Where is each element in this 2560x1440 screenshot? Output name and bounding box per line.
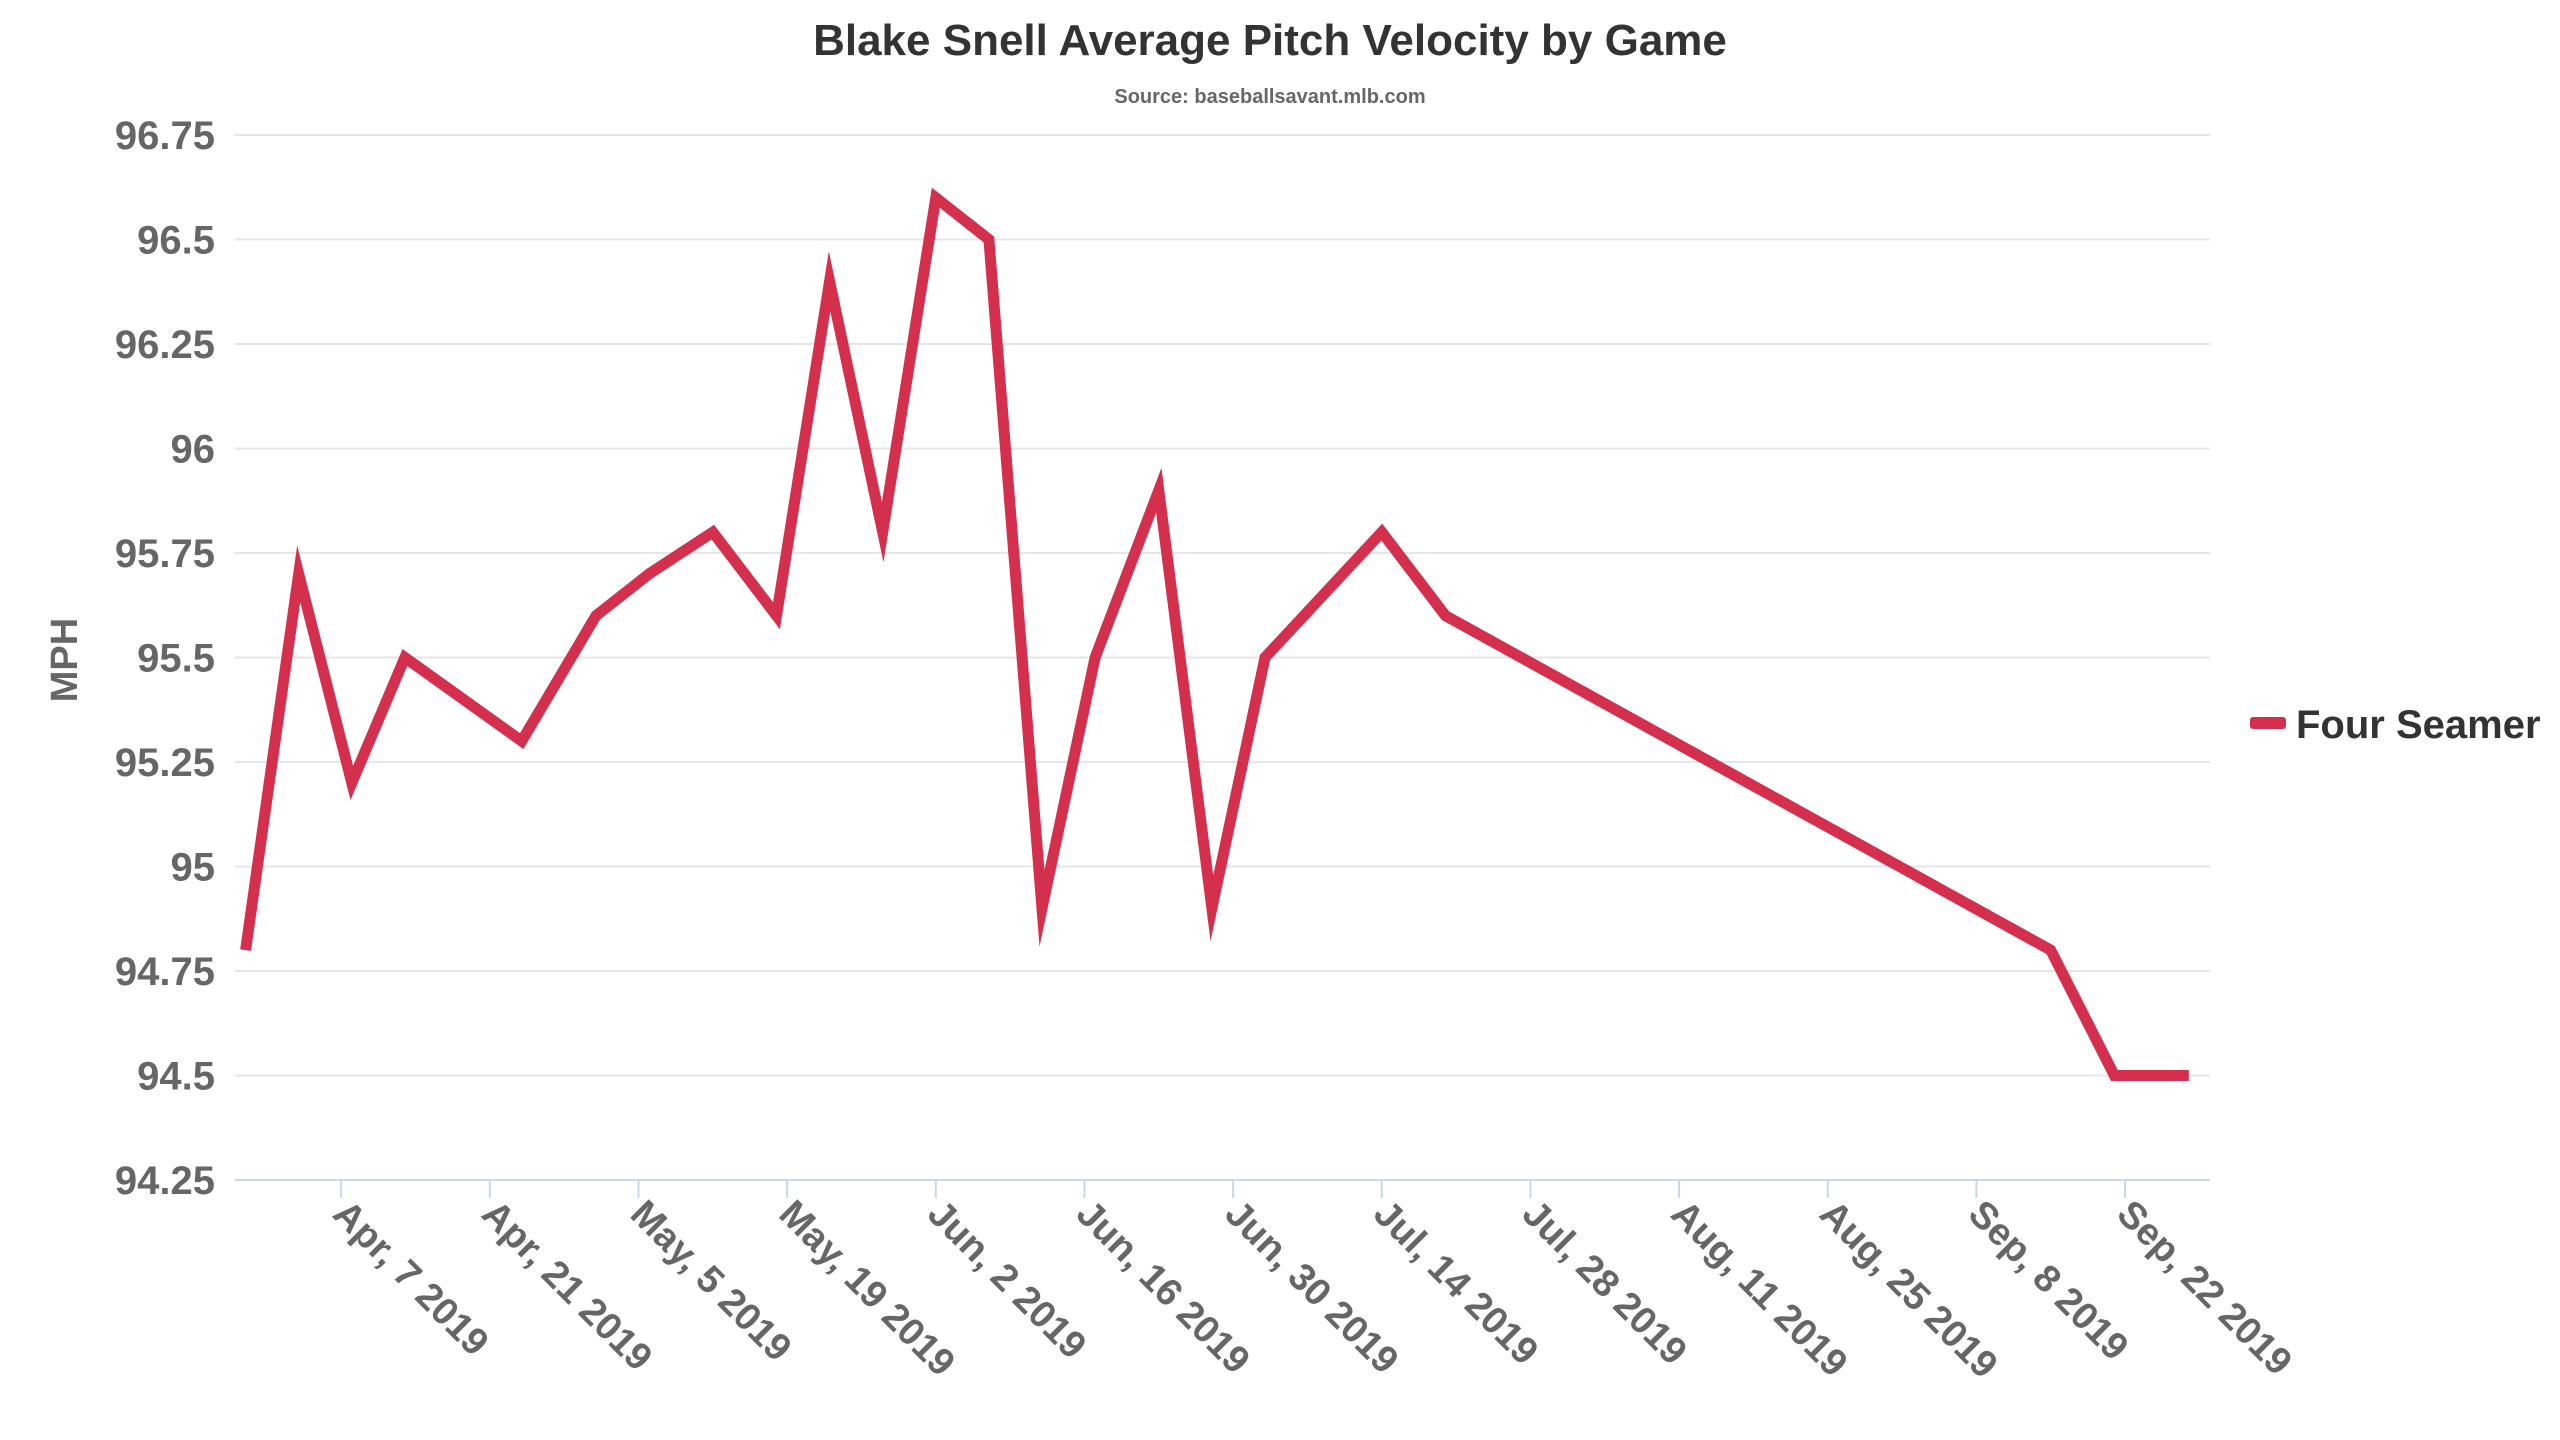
chart-subtitle: Source: baseballsavant.mlb.com [1114, 86, 1425, 108]
series-layer [241, 193, 2194, 1081]
y-tick-label: 94.25 [115, 1159, 215, 1203]
y-tick-label: 95.5 [137, 637, 215, 681]
y-tick-label: 96.25 [115, 323, 215, 367]
gridlines [235, 135, 2210, 1076]
y-tick-label: 95.25 [115, 741, 215, 785]
y-tick-label: 95.75 [115, 532, 215, 576]
axes: 96.75 96.5 96.25 96 95.75 95.5 95.25 95 94.75 94.… [115, 114, 2300, 1387]
legend-swatch [2250, 717, 2286, 729]
x-tick-label: Apr, 7 2019 [325, 1193, 497, 1365]
series-line-four-seamer[interactable] [246, 198, 2189, 1076]
y-tick-label: 96 [171, 428, 216, 472]
y-tick-label: 95 [171, 846, 216, 890]
y-tick-label: 96.5 [137, 219, 215, 263]
y-tick-label: 96.75 [115, 114, 215, 158]
y-tick-label: 94.75 [115, 950, 215, 994]
x-tick-label: Sep, 22 2019 [2109, 1193, 2300, 1384]
chart-title: Blake Snell Average Pitch Velocity by Ga… [813, 16, 1727, 65]
y-axis-label: MPH [44, 618, 86, 702]
legend-label-four-seamer: Four Seamer [2296, 703, 2541, 747]
legend[interactable]: Four Seamer [2250, 703, 2541, 747]
y-tick-label: 94.5 [137, 1055, 215, 1099]
